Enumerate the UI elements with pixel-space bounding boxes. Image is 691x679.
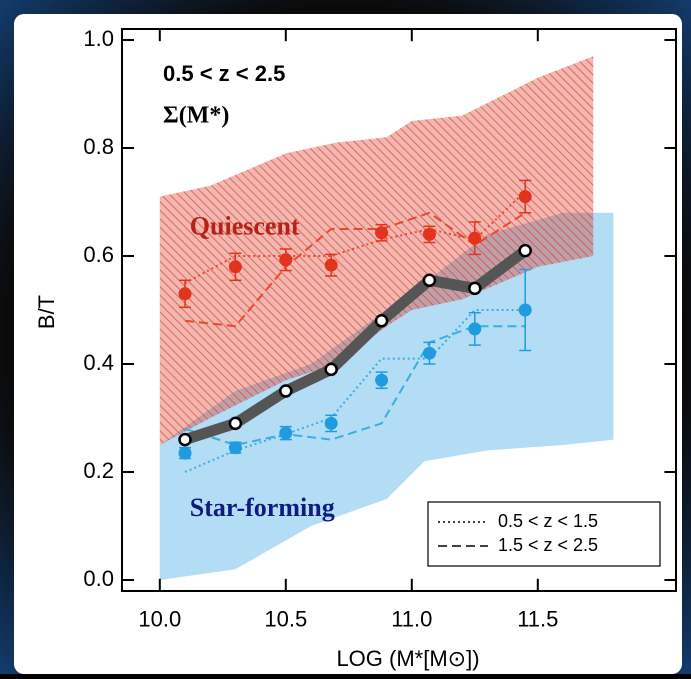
point: [228, 260, 242, 274]
x-tick-label: 10.0: [138, 607, 181, 632]
band: [159, 56, 594, 445]
chart-title: 0.5 < z < 2.5: [163, 61, 285, 86]
point: [375, 373, 389, 387]
y-tick-label: 1.0: [83, 26, 114, 51]
point: [178, 287, 192, 301]
x-tick-label: 11.0: [391, 607, 432, 632]
line: [184, 211, 526, 328]
legend-box: [427, 501, 661, 567]
y-tick-label: 0.8: [83, 134, 114, 159]
line: [179, 245, 531, 446]
x-axis-label: LOG (M*[M⊙]): [336, 646, 479, 671]
axes-frame: [121, 28, 677, 592]
point: [518, 190, 532, 204]
point: [518, 243, 532, 258]
point: [375, 226, 389, 240]
point: [422, 346, 436, 360]
line: [184, 325, 526, 447]
legend: 0.5 < z < 1.5 1.5 < z < 2.5: [427, 501, 661, 567]
y-tick-label: 0.4: [83, 350, 114, 375]
y-axis-label: B/T: [34, 295, 59, 329]
y-tick-label: 0.0: [83, 566, 114, 591]
plot-area: [159, 56, 614, 581]
point: [324, 416, 338, 430]
legend-label: 1.5 < z < 2.5: [498, 535, 598, 555]
chart-subtitle: Σ(M*): [163, 103, 229, 129]
point: [279, 384, 293, 398]
band-label: Star-forming: [190, 493, 335, 522]
band: [159, 212, 614, 581]
point: [468, 322, 482, 336]
point: [324, 258, 338, 272]
y-tick-label: 0.6: [83, 242, 114, 267]
point: [178, 446, 192, 460]
point: [518, 303, 532, 317]
point: [422, 273, 437, 288]
point: [228, 416, 243, 431]
point: [374, 314, 389, 328]
point: [178, 432, 192, 447]
point: [324, 362, 338, 377]
point: [228, 441, 242, 455]
legend-label: 0.5 < z < 1.5: [498, 511, 598, 531]
point: [279, 426, 293, 440]
point: [468, 281, 482, 296]
line: [184, 190, 526, 284]
x-tick-label: 10.5: [264, 607, 307, 632]
x-tick-label: 11.5: [517, 607, 558, 632]
band-label: Quiescent: [190, 212, 300, 241]
point: [279, 253, 293, 267]
point: [468, 231, 482, 245]
point: [422, 227, 436, 241]
y-tick-label: 0.2: [83, 458, 114, 483]
